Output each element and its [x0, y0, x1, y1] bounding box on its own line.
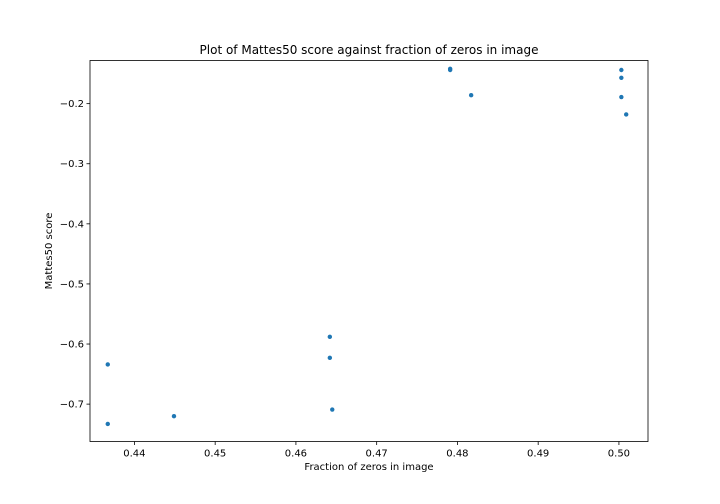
x-tick-label: 0.46: [285, 449, 307, 460]
data-points: [105, 66, 629, 427]
y-tick-label: −0.5: [60, 279, 84, 290]
data-point: [619, 67, 624, 73]
data-point: [619, 75, 624, 81]
y-axis-label: Mattes50 score: [44, 213, 55, 290]
x-axis-label: Fraction of zeros in image: [304, 462, 433, 473]
x-tick-label: 0.45: [204, 449, 226, 460]
x-tick-label: 0.50: [608, 449, 630, 460]
x-tick-label: 0.48: [446, 449, 468, 460]
x-tick-label: 0.47: [366, 449, 388, 460]
y-axis: −0.2 −0.3 −0.4 −0.5 −0.6 −0.7: [60, 99, 90, 411]
y-tick-label: −0.7: [60, 400, 84, 411]
x-tick-label: 0.44: [123, 449, 145, 460]
data-point: [619, 94, 624, 100]
y-tick-label: −0.2: [60, 99, 84, 110]
data-point: [330, 407, 335, 412]
data-point: [623, 112, 629, 117]
data-point: [468, 93, 474, 98]
data-point: [171, 413, 177, 419]
data-point: [327, 334, 333, 340]
chart-title: Plot of Mattes50 score against fraction …: [200, 43, 539, 57]
x-axis: 0.44 0.45 0.46 0.47 0.48 0.49 0.50: [123, 441, 630, 460]
data-point: [447, 67, 453, 73]
data-point: [105, 362, 110, 367]
y-tick-label: −0.3: [60, 159, 84, 170]
y-tick-label: −0.4: [60, 219, 84, 230]
data-point: [327, 355, 333, 361]
x-tick-label: 0.49: [527, 449, 549, 460]
plot-area: [89, 60, 649, 442]
y-tick-label: −0.6: [60, 340, 84, 351]
data-point: [105, 421, 110, 427]
